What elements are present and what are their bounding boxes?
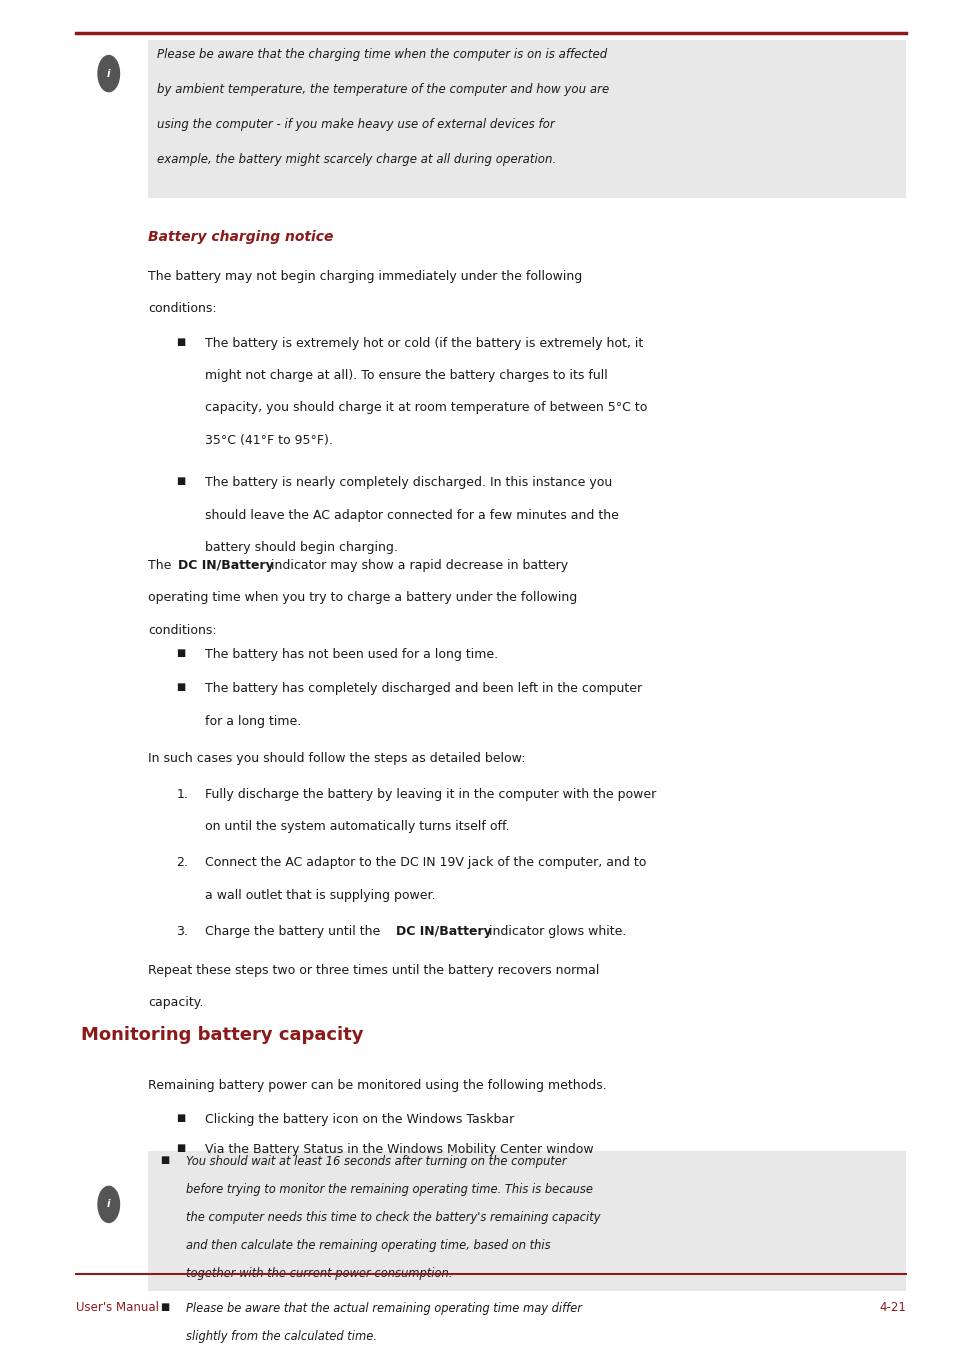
Text: ■: ■: [176, 1114, 186, 1123]
Text: ■: ■: [160, 1302, 170, 1313]
Text: ■: ■: [176, 682, 186, 693]
Text: The battery may not begin charging immediately under the following: The battery may not begin charging immed…: [148, 270, 581, 284]
Text: and then calculate the remaining operating time, based on this: and then calculate the remaining operati…: [186, 1239, 550, 1252]
Text: 1.: 1.: [176, 788, 188, 802]
Text: Monitoring battery capacity: Monitoring battery capacity: [81, 1026, 363, 1045]
Text: ■: ■: [176, 476, 186, 487]
Text: conditions:: conditions:: [148, 624, 216, 636]
Text: a wall outlet that is supplying power.: a wall outlet that is supplying power.: [205, 889, 436, 901]
Text: Charge the battery until the: Charge the battery until the: [205, 925, 384, 937]
Text: slightly from the calculated time.: slightly from the calculated time.: [186, 1330, 376, 1344]
Ellipse shape: [98, 55, 119, 91]
Text: Please be aware that the charging time when the computer is on is affected: Please be aware that the charging time w…: [157, 48, 607, 61]
Text: Repeat these steps two or three times until the battery recovers normal: Repeat these steps two or three times un…: [148, 963, 598, 976]
Text: In such cases you should follow the steps as detailed below:: In such cases you should follow the step…: [148, 752, 525, 765]
Text: ■: ■: [176, 1143, 186, 1153]
Text: Please be aware that the actual remaining operating time may differ: Please be aware that the actual remainin…: [186, 1302, 581, 1315]
Text: 3.: 3.: [176, 925, 188, 937]
Text: The battery is nearly completely discharged. In this instance you: The battery is nearly completely dischar…: [205, 476, 612, 490]
Text: i: i: [107, 1200, 111, 1209]
Text: before trying to monitor the remaining operating time. This is because: before trying to monitor the remaining o…: [186, 1184, 593, 1196]
Text: The battery has completely discharged and been left in the computer: The battery has completely discharged an…: [205, 682, 641, 695]
FancyBboxPatch shape: [148, 40, 905, 198]
Text: indicator may show a rapid decrease in battery: indicator may show a rapid decrease in b…: [267, 560, 568, 573]
Text: battery should begin charging.: battery should begin charging.: [205, 541, 397, 554]
Text: Remaining battery power can be monitored using the following methods.: Remaining battery power can be monitored…: [148, 1079, 606, 1092]
Text: DC IN/Battery: DC IN/Battery: [395, 925, 491, 937]
Text: ■: ■: [160, 1155, 170, 1165]
Text: Clicking the battery icon on the Windows Taskbar: Clicking the battery icon on the Windows…: [205, 1114, 514, 1126]
Ellipse shape: [98, 1186, 119, 1223]
Text: capacity.: capacity.: [148, 995, 203, 1009]
Text: Fully discharge the battery by leaving it in the computer with the power: Fully discharge the battery by leaving i…: [205, 788, 656, 802]
Text: 4-21: 4-21: [879, 1301, 905, 1314]
Text: for a long time.: for a long time.: [205, 714, 301, 728]
Text: 2.: 2.: [176, 857, 188, 869]
Text: might not charge at all). To ensure the battery charges to its full: might not charge at all). To ensure the …: [205, 370, 607, 382]
Text: operating time when you try to charge a battery under the following: operating time when you try to charge a …: [148, 592, 577, 604]
Text: Battery charging notice: Battery charging notice: [148, 230, 333, 245]
Text: capacity, you should charge it at room temperature of between 5°C to: capacity, you should charge it at room t…: [205, 401, 647, 414]
Text: conditions:: conditions:: [148, 303, 216, 316]
Text: ■: ■: [176, 338, 186, 347]
Text: indicator glows white.: indicator glows white.: [484, 925, 625, 937]
Text: using the computer - if you make heavy use of external devices for: using the computer - if you make heavy u…: [157, 118, 555, 130]
Text: example, the battery might scarcely charge at all during operation.: example, the battery might scarcely char…: [157, 152, 557, 165]
Text: Connect the AC adaptor to the DC IN 19V jack of the computer, and to: Connect the AC adaptor to the DC IN 19V …: [205, 857, 646, 869]
FancyBboxPatch shape: [148, 1151, 905, 1291]
Text: together with the current power consumption.: together with the current power consumpt…: [186, 1267, 452, 1280]
Text: the computer needs this time to check the battery's remaining capacity: the computer needs this time to check th…: [186, 1210, 599, 1224]
Text: on until the system automatically turns itself off.: on until the system automatically turns …: [205, 820, 509, 834]
Text: by ambient temperature, the temperature of the computer and how you are: by ambient temperature, the temperature …: [157, 83, 609, 95]
Text: The battery has not been used for a long time.: The battery has not been used for a long…: [205, 648, 497, 660]
Text: You should wait at least 16 seconds after turning on the computer: You should wait at least 16 seconds afte…: [186, 1155, 566, 1167]
Text: should leave the AC adaptor connected for a few minutes and the: should leave the AC adaptor connected fo…: [205, 508, 618, 522]
Text: The battery is extremely hot or cold (if the battery is extremely hot, it: The battery is extremely hot or cold (if…: [205, 338, 642, 350]
Text: DC IN/Battery: DC IN/Battery: [178, 560, 274, 573]
Text: i: i: [107, 69, 111, 78]
Text: User's Manual: User's Manual: [76, 1301, 159, 1314]
Text: 35°C (41°F to 95°F).: 35°C (41°F to 95°F).: [205, 433, 333, 447]
Text: Via the Battery Status in the Windows Mobility Center window: Via the Battery Status in the Windows Mo…: [205, 1143, 593, 1155]
Text: The: The: [148, 560, 175, 573]
Text: ■: ■: [176, 648, 186, 658]
